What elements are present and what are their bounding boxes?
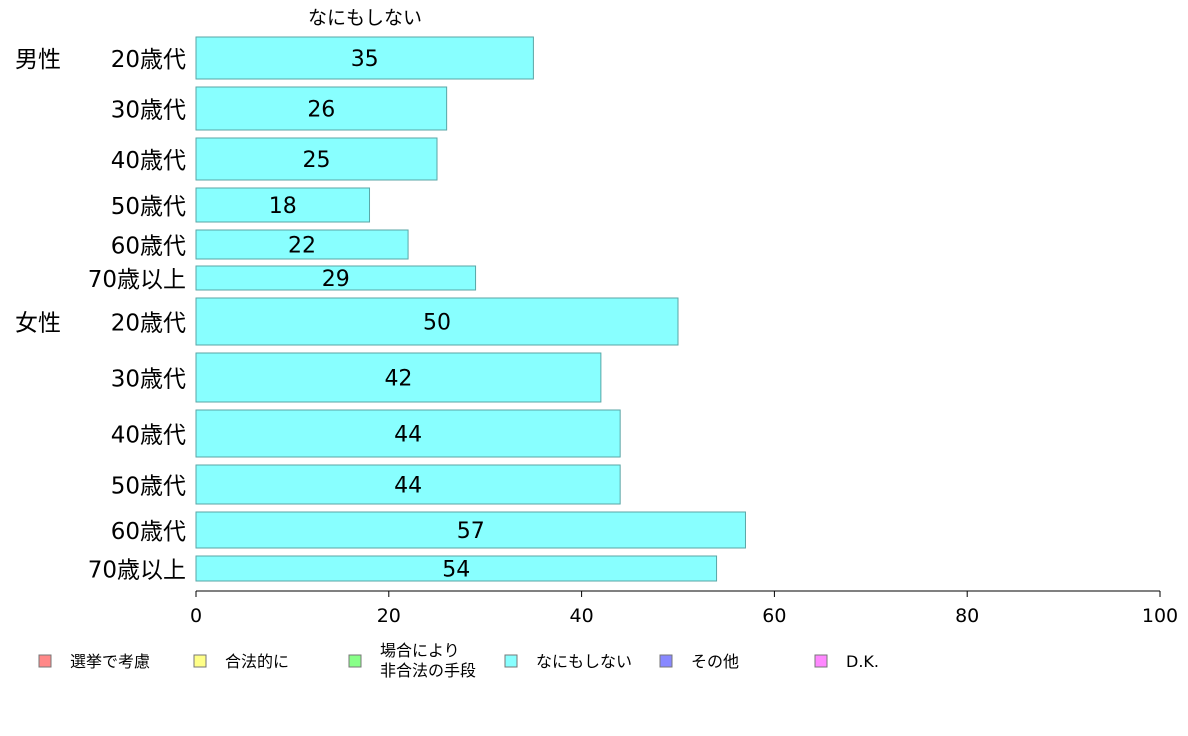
category-label: 30歳代 — [111, 98, 186, 124]
x-tick-label: 80 — [955, 605, 979, 627]
legend-label: 合法的に — [225, 652, 289, 671]
bar — [195, 86, 448, 131]
category-label: 30歳代 — [111, 367, 186, 393]
category-label: 40歳代 — [111, 423, 186, 449]
bar — [195, 555, 718, 582]
bar-value-label: 25 — [303, 148, 331, 173]
group-label: 女性 — [15, 311, 61, 337]
chart-title: なにもしない — [308, 7, 422, 29]
category-label: 60歳代 — [111, 519, 186, 545]
category-label: 70歳以上 — [88, 558, 186, 584]
category-label: 40歳代 — [111, 148, 186, 174]
bar-value-label: 22 — [288, 234, 316, 259]
category-label: 50歳代 — [111, 194, 186, 220]
legend-label: なにもしない — [536, 652, 632, 671]
legend-swatch — [659, 654, 673, 668]
bar-value-label: 54 — [442, 558, 470, 583]
x-tick-label: 60 — [762, 605, 786, 627]
legend-label: その他 — [691, 652, 739, 671]
bar — [195, 36, 534, 80]
bar — [195, 137, 438, 181]
bar-value-label: 50 — [423, 311, 451, 336]
bar — [195, 352, 602, 403]
bar-value-label: 44 — [394, 474, 422, 499]
x-axis: 0 20 40 60 80 100 — [190, 590, 1178, 627]
group-label: 男性 — [15, 47, 61, 73]
legend-label: D.K. — [846, 652, 879, 671]
bar — [195, 511, 746, 549]
bar-value-label: 29 — [322, 267, 350, 292]
bar-value-label: 35 — [351, 47, 379, 72]
x-tick-label: 0 — [190, 605, 202, 627]
legend-label: 非合法の手段 — [380, 661, 476, 680]
category-labels: 20歳代 30歳代 40歳代 50歳代 60歳代 70歳以上 20歳代 30歳代 40歳代 50歳… — [88, 47, 186, 584]
category-label: 20歳代 — [111, 47, 186, 73]
legend-swatch — [38, 654, 52, 668]
category-label: 20歳代 — [111, 311, 186, 337]
x-tick-label: 40 — [570, 605, 594, 627]
bar — [195, 187, 371, 223]
bar-value-label: 26 — [307, 98, 335, 123]
category-label: 70歳以上 — [88, 267, 186, 293]
legend-label: 選挙で考慮 — [70, 652, 150, 671]
bar-value-label: 57 — [457, 519, 485, 544]
x-tick-label: 100 — [1142, 605, 1178, 627]
legend-label: 場合により — [380, 641, 460, 660]
bar-value-label: 44 — [394, 423, 422, 448]
legend-swatch — [193, 654, 207, 668]
category-label: 60歳代 — [111, 234, 186, 260]
bar-value-label: 18 — [269, 194, 297, 219]
bar — [195, 464, 621, 505]
category-label: 50歳代 — [111, 474, 186, 500]
bar — [195, 265, 477, 291]
legend-swatch — [814, 654, 828, 668]
bar-value-label: 42 — [384, 367, 412, 392]
x-tick-label: 20 — [377, 605, 401, 627]
bar — [195, 229, 409, 260]
legend-swatch — [504, 654, 518, 668]
bar — [195, 297, 679, 346]
legend-swatch — [348, 654, 362, 668]
bar — [195, 409, 621, 458]
